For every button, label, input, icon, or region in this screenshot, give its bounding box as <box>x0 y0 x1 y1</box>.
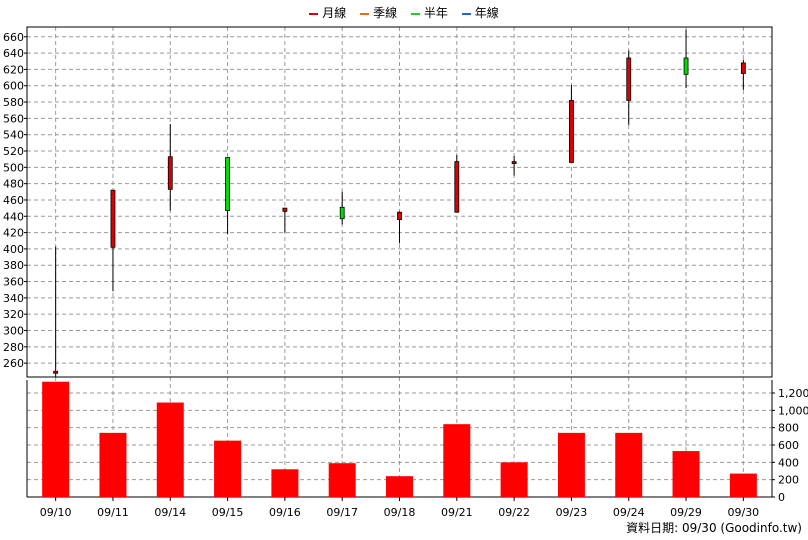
volume-tick-label: 400 <box>778 456 799 469</box>
legend-swatch-quarter-ma <box>360 12 370 15</box>
x-tick-label: 09/23 <box>556 506 588 519</box>
price-tick-label: 460 <box>3 194 24 207</box>
x-tick-label: 09/22 <box>498 506 530 519</box>
x-tick-label: 09/16 <box>269 506 301 519</box>
price-tick-label: 500 <box>3 161 24 174</box>
candle-body <box>339 206 345 220</box>
price-tick-label: 280 <box>3 341 24 354</box>
price-tick-label: 620 <box>3 63 24 76</box>
x-tick-label: 09/15 <box>212 506 244 519</box>
x-tick-label: 09/29 <box>670 506 702 519</box>
candle-body <box>683 57 689 75</box>
volume-bar <box>99 432 127 497</box>
volume-bar <box>615 432 643 497</box>
volume-tick-label: 200 <box>778 474 799 487</box>
volume-tick-label: 600 <box>778 439 799 452</box>
legend-item-quarter-ma: 季線 <box>360 4 397 21</box>
price-tick-label: 360 <box>3 276 24 289</box>
price-tick-label: 340 <box>3 292 24 305</box>
chart-legend: 月線 季線 半年 年線 <box>0 4 808 21</box>
x-tick-label: 09/21 <box>441 506 473 519</box>
price-tick-label: 640 <box>3 47 24 60</box>
legend-swatch-halfyear-ma <box>410 12 420 15</box>
price-tick-label: 320 <box>3 308 24 321</box>
volume-tick-label: 1,000 <box>778 404 808 417</box>
volume-bar <box>42 381 70 497</box>
price-tick-label: 380 <box>3 259 24 272</box>
price-tick-label: 600 <box>3 80 24 93</box>
legend-item-year-ma: 年線 <box>461 4 499 21</box>
x-tick-label: 09/14 <box>154 506 186 519</box>
volume-bar <box>386 476 413 497</box>
legend-item-month-ma: 月線 <box>309 4 346 21</box>
price-tick-label: 580 <box>3 96 24 109</box>
price-tick-label: 660 <box>3 31 24 44</box>
volume-bar <box>328 463 356 497</box>
volume-bar <box>672 451 700 497</box>
legend-label-quarter-ma: 季線 <box>373 6 398 20</box>
price-tick-label: 260 <box>3 357 24 370</box>
price-tick-label: 560 <box>3 112 24 125</box>
volume-bar <box>443 424 471 497</box>
candle-body <box>167 156 173 190</box>
candle-body <box>569 100 574 163</box>
price-tick-label: 520 <box>3 145 24 158</box>
candle-body <box>397 211 402 220</box>
legend-swatch-month-ma <box>309 12 319 15</box>
volume-bar <box>729 473 757 497</box>
legend-label-year-ma: 年線 <box>474 6 499 20</box>
candle-body <box>225 157 230 211</box>
price-tick-label: 480 <box>3 178 24 191</box>
price-tick-label: 420 <box>3 227 24 240</box>
x-tick-label: 09/24 <box>613 506 645 519</box>
volume-bar <box>557 432 585 497</box>
price-tick-label: 300 <box>3 324 24 337</box>
candle-body <box>282 207 288 212</box>
volume-tick-label: 0 <box>778 491 785 504</box>
x-tick-label: 09/11 <box>97 506 129 519</box>
volume-bar <box>214 440 242 497</box>
x-tick-label: 09/17 <box>326 506 358 519</box>
price-tick-label: 540 <box>3 129 24 142</box>
candle-body <box>511 161 517 165</box>
volume-bar <box>156 402 184 497</box>
price-panel-frame <box>26 26 773 378</box>
x-tick-label: 09/10 <box>40 506 72 519</box>
legend-item-halfyear-ma: 半年 <box>410 4 448 21</box>
x-tick-label: 09/18 <box>384 506 416 519</box>
candle-body <box>454 161 460 213</box>
legend-label-halfyear-ma: 半年 <box>423 6 448 20</box>
price-tick-label: 440 <box>3 210 24 223</box>
candle-body <box>110 189 116 248</box>
volume-bar <box>500 462 528 497</box>
data-date-footer: 資料日期: 09/30 (Goodinfo.tw) <box>626 521 802 535</box>
volume-tick-label: 800 <box>778 422 799 435</box>
candle-body <box>740 62 746 74</box>
price-tick-label: 400 <box>3 243 24 256</box>
volume-bar <box>271 469 299 497</box>
candle-body <box>626 57 632 101</box>
x-tick-label: 09/30 <box>727 506 759 519</box>
legend-label-month-ma: 月線 <box>322 6 347 20</box>
candle-body <box>53 370 59 374</box>
volume-tick-label: 1,200 <box>778 387 808 400</box>
legend-swatch-year-ma <box>461 12 471 15</box>
